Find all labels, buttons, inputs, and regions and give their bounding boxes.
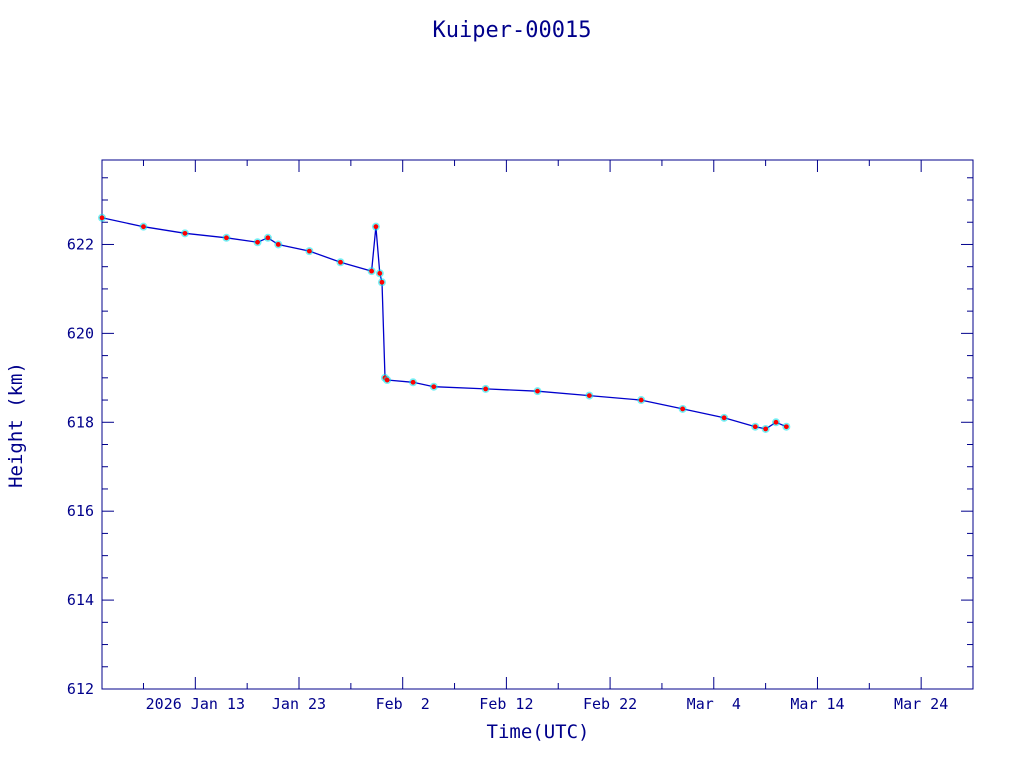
x-tick-label: Mar 24 (894, 695, 948, 713)
data-point (384, 377, 390, 383)
data-point (763, 426, 769, 432)
y-axis-label: Height (km) (5, 362, 27, 488)
data-point (638, 397, 644, 403)
data-point (141, 224, 146, 230)
data-point (773, 419, 779, 425)
chart-title: Kuiper-00015 (433, 18, 592, 43)
x-tick-label: Mar 14 (790, 695, 844, 713)
data-point (265, 235, 271, 241)
data-point (373, 224, 379, 230)
x-axis-label: Time(UTC) (487, 721, 590, 743)
data-point (275, 242, 281, 247)
data-point (410, 379, 416, 385)
data-point (99, 215, 105, 221)
data-point (586, 393, 592, 399)
data-point (752, 424, 758, 430)
y-tick-label: 614 (67, 591, 94, 609)
data-point (369, 268, 374, 274)
data-point (783, 424, 789, 430)
data-point (224, 235, 229, 241)
data-point (721, 415, 727, 421)
data-point (680, 406, 686, 412)
x-tick-label: Mar 4 (687, 695, 741, 713)
series-line (101, 217, 787, 430)
plot-frame (101, 159, 974, 690)
y-tick-label: 622 (67, 235, 94, 253)
data-point (338, 259, 343, 265)
x-tick-label: 2026 Jan 13 (146, 695, 245, 713)
x-tick-label: Jan 23 (272, 695, 326, 713)
x-tick-label: Feb 12 (479, 695, 533, 713)
y-tick-label: 612 (67, 680, 94, 698)
data-point (377, 270, 383, 276)
data-point (483, 386, 489, 392)
y-tick-label: 620 (67, 324, 94, 342)
x-tick-label: Feb 2 (376, 695, 430, 713)
y-tick-label: 618 (67, 413, 94, 431)
data-point (306, 248, 312, 254)
marks-layer (98, 213, 791, 433)
data-point (182, 230, 188, 236)
data-point (431, 384, 437, 390)
data-point (535, 388, 540, 394)
y-tick-label: 616 (67, 502, 94, 520)
data-point (379, 279, 385, 285)
x-tick-label: Feb 22 (583, 695, 637, 713)
ticks-layer: 612 614 616 618 620 622 2026 Jan 13 Jan 23 Feb 2… (67, 160, 974, 713)
data-point (255, 239, 260, 245)
